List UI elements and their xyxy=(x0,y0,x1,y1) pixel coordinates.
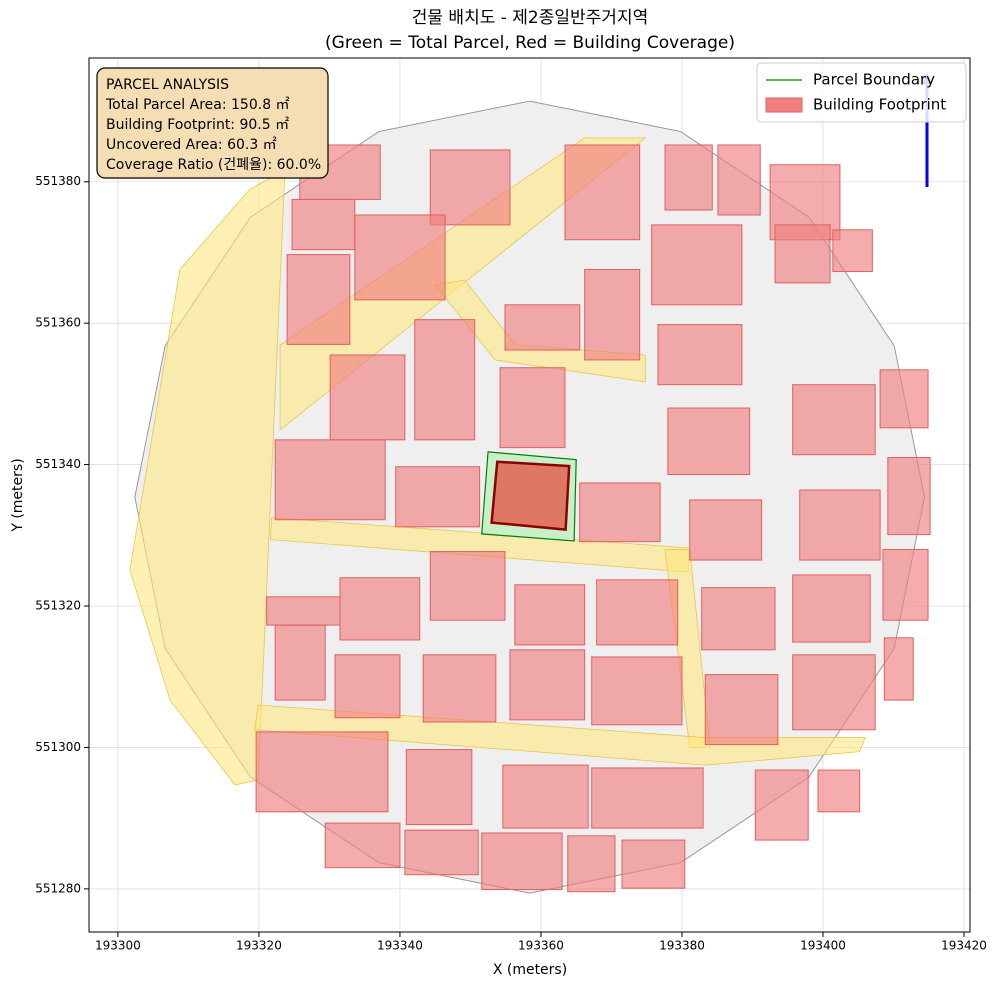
building xyxy=(832,229,873,273)
x-tick-label: 193400 xyxy=(800,939,846,953)
legend-label: Parcel Boundary xyxy=(813,71,935,89)
building xyxy=(274,439,386,521)
building xyxy=(429,149,511,226)
building xyxy=(799,489,881,561)
building xyxy=(887,457,931,536)
building xyxy=(667,407,751,475)
building xyxy=(354,214,446,301)
x-tick-label: 193420 xyxy=(941,939,987,953)
y-tick-label: 551280 xyxy=(35,881,81,895)
building xyxy=(499,367,566,449)
building xyxy=(266,596,341,626)
annotation-background xyxy=(96,67,329,179)
building xyxy=(504,304,581,351)
building xyxy=(701,587,776,651)
y-tick-label: 551340 xyxy=(35,457,81,471)
building xyxy=(405,749,473,826)
annotation-line: Building Footprint: 90.5 ㎡ xyxy=(106,117,289,133)
chart-title: 건물 배치도 - 제2종일반주거지역 xyxy=(412,8,648,28)
building xyxy=(882,548,929,621)
building xyxy=(754,769,809,841)
legend: Parcel Boundary Building Footprint xyxy=(756,62,967,123)
building xyxy=(414,319,476,441)
building xyxy=(717,144,761,216)
ticks: 193300 193320 193340 193360 193380 193400 1934… xyxy=(35,174,987,952)
building xyxy=(404,829,479,876)
legend-swatch xyxy=(765,97,803,113)
y-tick-label: 551300 xyxy=(35,740,81,754)
building xyxy=(291,198,356,251)
building xyxy=(579,482,661,543)
building xyxy=(792,574,871,643)
legend-label: Building Footprint xyxy=(813,96,946,114)
building xyxy=(329,354,406,441)
building xyxy=(792,654,876,731)
building xyxy=(286,254,351,345)
building xyxy=(324,822,401,869)
building xyxy=(657,324,743,386)
plot-area xyxy=(129,100,931,894)
building xyxy=(883,637,914,701)
building xyxy=(596,579,679,646)
building xyxy=(567,835,616,893)
building xyxy=(422,654,497,723)
x-axis-label: X (meters) xyxy=(493,962,567,978)
x-tick-label: 193340 xyxy=(377,939,423,953)
building xyxy=(817,769,861,813)
building xyxy=(664,144,713,211)
annotation-line: Coverage Ratio (건폐율): 60.0% xyxy=(106,157,321,173)
axes-frame xyxy=(88,57,971,933)
building xyxy=(584,268,641,361)
building xyxy=(621,839,686,889)
building xyxy=(509,649,586,721)
building xyxy=(481,832,563,891)
building xyxy=(704,674,779,746)
annotation-box: PARCEL ANALYSIS Total Parcel Area: 150.8 … xyxy=(96,67,329,179)
building xyxy=(591,767,704,829)
x-tick-label: 193320 xyxy=(236,939,282,953)
building xyxy=(395,466,481,528)
building xyxy=(255,731,389,813)
building xyxy=(651,224,743,306)
annotation-line: Total Parcel Area: 150.8 ㎡ xyxy=(105,97,290,113)
annotation-line: Uncovered Area: 60.3 ㎡ xyxy=(106,137,277,153)
y-axis-label: Y (meters) xyxy=(10,458,26,532)
building xyxy=(879,369,929,429)
building xyxy=(274,624,326,701)
chart-subtitle: (Green = Total Parcel, Red = Building Co… xyxy=(325,33,735,53)
y-tick-label: 551320 xyxy=(35,599,81,613)
x-tick-label: 193360 xyxy=(518,939,564,953)
building xyxy=(564,144,641,241)
building xyxy=(339,577,421,641)
y-tick-label: 551380 xyxy=(35,174,81,188)
building xyxy=(514,584,586,646)
building xyxy=(591,656,683,726)
x-tick-label: 193300 xyxy=(95,939,141,953)
building xyxy=(792,384,876,456)
legend-frame xyxy=(756,62,967,123)
building xyxy=(689,499,763,561)
building xyxy=(502,764,589,829)
building xyxy=(774,224,831,284)
building-footprint xyxy=(490,460,571,532)
building xyxy=(334,654,401,719)
y-tick-label: 551360 xyxy=(35,316,81,330)
building xyxy=(429,551,506,621)
road xyxy=(129,169,286,786)
x-tick-label: 193380 xyxy=(659,939,705,953)
annotation-line: PARCEL ANALYSIS xyxy=(106,77,229,93)
